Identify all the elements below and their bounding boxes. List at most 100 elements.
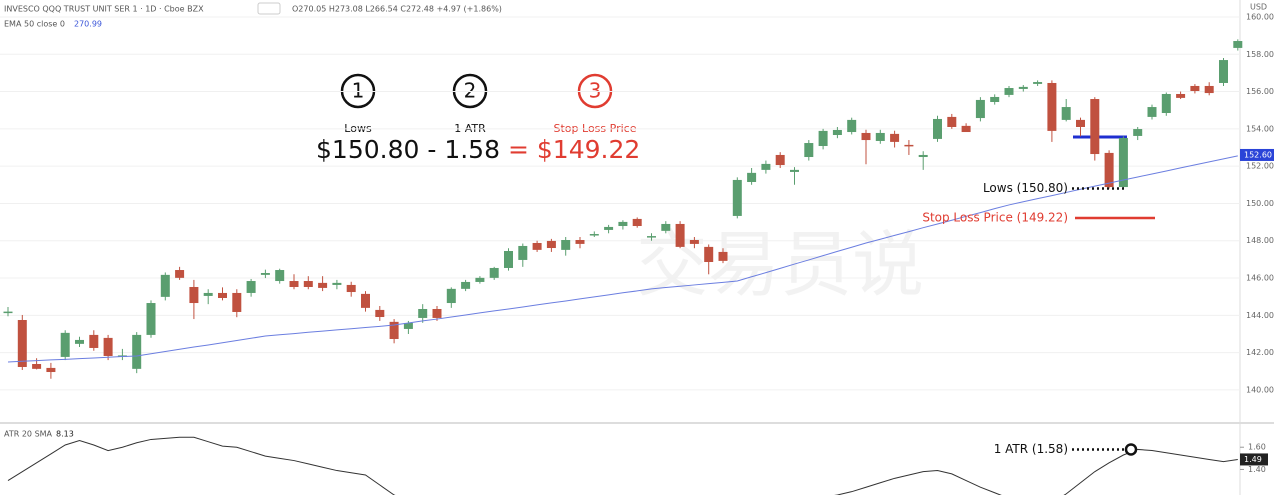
candle-body xyxy=(675,223,685,247)
candle-body xyxy=(618,221,628,227)
step-number: 2 xyxy=(464,79,477,103)
step-circle xyxy=(340,73,376,109)
candle-body xyxy=(1033,82,1043,84)
candle-body xyxy=(504,250,513,268)
candle-body xyxy=(661,223,671,231)
candle-body xyxy=(775,154,785,166)
atr-callout-point xyxy=(1124,443,1138,456)
y-tick-label: 160.00 xyxy=(1246,12,1274,21)
candle-body xyxy=(175,270,185,278)
candle-body xyxy=(761,163,771,170)
candle-body xyxy=(60,332,70,357)
y-tick-label: 144.00 xyxy=(1246,311,1274,320)
candle-body xyxy=(1233,41,1243,48)
candle-body xyxy=(689,239,699,244)
candle-body xyxy=(375,309,385,318)
atr-tick-label: 1.60 xyxy=(1248,443,1266,452)
candle-body xyxy=(1118,137,1128,188)
candle-body xyxy=(604,226,614,230)
step-circle xyxy=(577,73,613,109)
y-tick-label: 158.00 xyxy=(1246,50,1274,59)
candle-body xyxy=(832,129,842,136)
ema-line xyxy=(7,155,1238,363)
candle-body xyxy=(461,281,471,289)
formula: $150.80 - 1.58 xyxy=(316,135,500,164)
symbol: INVESCO QQQ TRUST UNIT SER 1 · 1D · Cboe… xyxy=(4,5,204,14)
y-tick-label: 140.00 xyxy=(1246,385,1274,394)
candle-body xyxy=(1104,152,1114,188)
candle-body xyxy=(818,130,828,147)
candle-body xyxy=(89,334,99,348)
candle-body xyxy=(561,239,571,250)
candle-body xyxy=(1190,85,1200,92)
candle-body xyxy=(17,319,27,367)
candle-body xyxy=(303,281,313,287)
atr-tag xyxy=(1240,453,1268,466)
candle-body xyxy=(861,132,871,141)
candle-body xyxy=(647,236,656,238)
candle-body xyxy=(1061,107,1071,120)
candle-body xyxy=(1018,86,1028,89)
candle-body xyxy=(1219,60,1228,83)
candle-body xyxy=(704,246,714,263)
candle-body xyxy=(475,277,485,282)
candle-body xyxy=(933,118,942,139)
candle-body xyxy=(732,179,742,216)
candle-body xyxy=(947,116,957,127)
candle-body xyxy=(575,239,585,244)
candle-body xyxy=(747,172,757,183)
candle-body xyxy=(1090,99,1100,155)
candle-body xyxy=(418,308,428,318)
candle-body xyxy=(389,321,399,340)
candle-body xyxy=(246,281,256,293)
y-tick-label: 154.00 xyxy=(1246,124,1274,133)
candle-body xyxy=(275,270,285,282)
candle-body xyxy=(1147,107,1157,117)
candle-body xyxy=(790,169,799,172)
candle-body xyxy=(1204,85,1214,94)
candle-body xyxy=(975,99,985,119)
candle-body xyxy=(1176,93,1186,98)
candle-body xyxy=(103,337,113,356)
candle-body xyxy=(1004,88,1014,95)
step-number: 1 xyxy=(352,79,365,103)
header-button[interactable] xyxy=(257,2,281,15)
candle-body xyxy=(546,240,556,249)
atr-tick-label: 1.40 xyxy=(1248,465,1266,474)
candle-body xyxy=(289,281,299,287)
candle-body xyxy=(3,311,13,314)
step-circle xyxy=(452,73,488,109)
candle-body xyxy=(847,119,857,133)
atr-callout-label: 1 ATR (1.58) xyxy=(994,442,1068,456)
candle-body xyxy=(203,292,213,296)
candle-body xyxy=(232,292,242,312)
formula-result: = $149.22 xyxy=(508,135,640,164)
ema-label: EMA 50 close 0 xyxy=(4,20,65,29)
candle-body xyxy=(489,267,499,278)
candle-body xyxy=(532,242,542,250)
candle-body xyxy=(589,234,599,236)
candle-body xyxy=(403,322,413,329)
candle-body xyxy=(361,293,370,308)
atr-plot xyxy=(7,436,1238,495)
candle-body xyxy=(432,308,442,318)
y-tick-label: 150.00 xyxy=(1246,199,1274,208)
candle-body xyxy=(1133,129,1143,136)
candle-body xyxy=(890,133,900,142)
candle-body xyxy=(518,245,528,260)
atr-tag-label: 1.49 xyxy=(1244,455,1262,464)
candle-body xyxy=(189,286,199,304)
lows-label: Lows (150.80) xyxy=(983,181,1068,195)
currency: USD xyxy=(1250,3,1267,12)
candle-body xyxy=(160,274,170,297)
candle-body xyxy=(46,367,56,373)
candle-body xyxy=(346,284,356,293)
ohlc: O270.05 H273.08 L266.54 C272.48 +4.97 (+… xyxy=(292,5,502,14)
candle-body xyxy=(318,282,328,288)
candle-body xyxy=(260,273,270,275)
candle-body xyxy=(990,96,1000,103)
atr-value: 8.13 xyxy=(56,430,74,439)
candle-body xyxy=(75,339,84,344)
